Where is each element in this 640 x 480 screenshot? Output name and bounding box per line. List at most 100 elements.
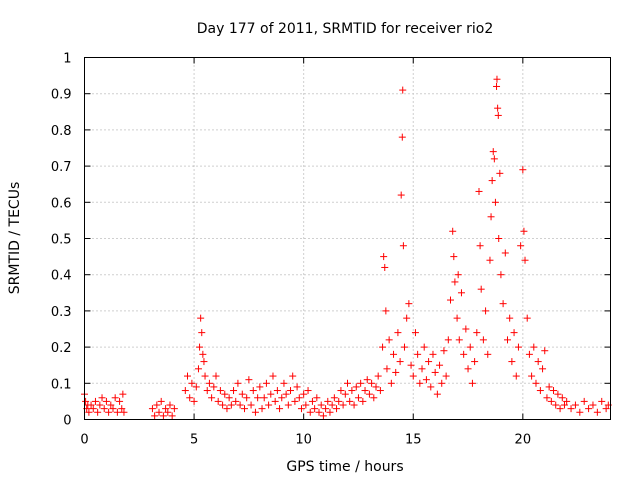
data-point [280, 379, 288, 387]
data-point [464, 365, 472, 373]
data-point [328, 401, 336, 409]
data-point [262, 379, 270, 387]
data-point [96, 401, 104, 409]
data-point [308, 397, 316, 405]
data-point [116, 397, 124, 405]
data-point [219, 401, 227, 409]
data-point [379, 343, 387, 351]
data-point [466, 343, 474, 351]
data-point [506, 314, 514, 322]
data-point [496, 169, 504, 177]
data-point [521, 256, 529, 264]
data-point [392, 368, 400, 376]
data-point [273, 387, 281, 395]
data-point [556, 405, 564, 413]
data-point [455, 336, 463, 344]
data-point [598, 397, 606, 405]
data-point [168, 412, 176, 420]
data-point [429, 350, 437, 358]
data-point [420, 343, 428, 351]
data-point [409, 372, 417, 380]
data-point [414, 350, 422, 358]
data-point [383, 365, 391, 373]
data-point [282, 390, 290, 398]
data-point [344, 379, 351, 387]
data-point [438, 379, 446, 387]
data-point [201, 372, 209, 380]
data-point [407, 361, 415, 369]
data-point [490, 155, 498, 163]
y-tick-label: 0.3 [51, 305, 72, 320]
data-point [348, 387, 356, 395]
data-point [475, 187, 483, 195]
data-point [212, 372, 220, 380]
data-point [243, 394, 251, 402]
data-point [186, 394, 194, 402]
data-point [462, 325, 470, 333]
data-point [278, 394, 286, 402]
data-point [520, 227, 528, 235]
data-point [221, 390, 229, 398]
data-point [350, 401, 358, 409]
data-point [545, 383, 553, 391]
data-point [372, 383, 380, 391]
data-point [251, 408, 259, 416]
plot-frame [84, 57, 611, 420]
data-point [304, 387, 312, 395]
data-point [444, 336, 452, 344]
data-point [494, 104, 502, 112]
data-point [98, 394, 106, 402]
data-point [525, 350, 533, 358]
y-tick-label: 0 [63, 414, 71, 429]
data-point [517, 242, 525, 250]
data-point [341, 390, 349, 398]
data-point [580, 397, 588, 405]
data-point [159, 412, 167, 420]
x-tick-label: 10 [295, 433, 312, 448]
data-point [534, 358, 542, 366]
data-point [249, 387, 257, 395]
data-point [363, 376, 371, 384]
data-point [196, 343, 204, 351]
data-point [105, 408, 113, 416]
data-point [399, 242, 407, 250]
data-point [554, 390, 562, 398]
data-point [381, 263, 389, 271]
data-point [265, 401, 273, 409]
data-point [289, 372, 297, 380]
data-point [359, 397, 367, 405]
data-point [491, 198, 499, 206]
data-point [501, 249, 509, 257]
data-point [198, 329, 206, 337]
data-point [453, 314, 461, 322]
data-point [199, 350, 207, 358]
data-point [247, 401, 255, 409]
x-tick-label: 0 [80, 433, 88, 448]
y-tick-label: 0.8 [51, 124, 72, 139]
x-axis-title: GPS time / hours [286, 459, 403, 475]
grid [84, 57, 611, 420]
data-point [476, 242, 484, 250]
data-point [324, 397, 332, 405]
data-point [536, 387, 544, 395]
data-point [457, 289, 465, 297]
data-point [82, 397, 90, 405]
data-point [499, 300, 507, 308]
data-point [333, 405, 341, 413]
data-point [495, 235, 503, 242]
data-point [514, 343, 522, 351]
data-point [190, 397, 198, 405]
data-point [471, 358, 479, 366]
data-point [188, 379, 196, 387]
data-point [293, 383, 301, 391]
data-point [488, 177, 496, 185]
data-point [425, 358, 433, 366]
data-point [210, 383, 218, 391]
data-point [153, 401, 161, 409]
data-point [271, 397, 279, 405]
y-tick-label: 0.9 [51, 88, 72, 103]
data-point [382, 307, 390, 315]
data-point [256, 383, 264, 391]
data-point [227, 401, 235, 409]
data-point [313, 394, 321, 402]
